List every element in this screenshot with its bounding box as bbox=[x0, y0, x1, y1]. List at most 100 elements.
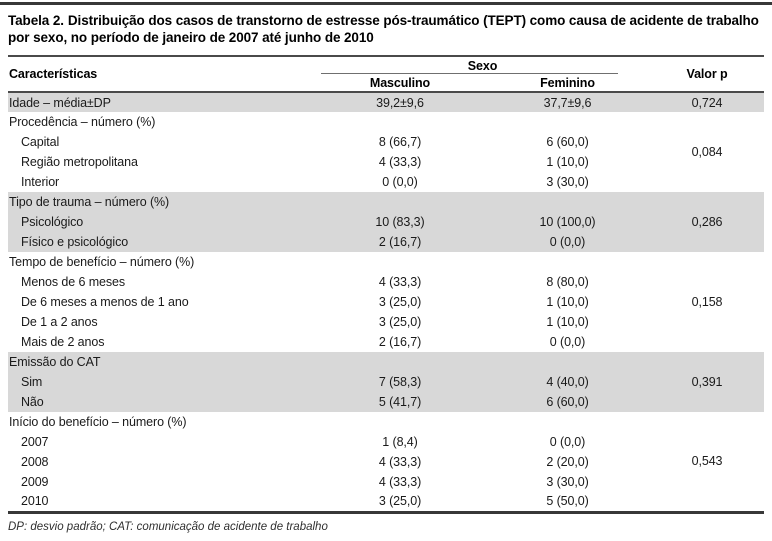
row-label: Mais de 2 anos bbox=[21, 335, 105, 349]
table-body: Idade – média±DP 39,2±9,6 37,7±9,6 0,724 Pro… bbox=[8, 92, 765, 512]
header-male: Masculino bbox=[369, 75, 431, 90]
row-label: Capital bbox=[21, 135, 60, 149]
female-value: 3 (30,0) bbox=[546, 175, 589, 189]
row-label: Físico e psicológico bbox=[8, 232, 315, 252]
header-p-value: Valor p bbox=[686, 67, 728, 81]
male-value: 3 (25,0) bbox=[378, 315, 422, 329]
female-value: 1 (10,0) bbox=[546, 295, 589, 309]
table-row: De 1 a 2 anos 3 (25,0) 1 (10,0) bbox=[8, 312, 764, 332]
female-value: 6 (60,0) bbox=[546, 135, 589, 149]
table-header: Características Sexo Valor p Masculino F… bbox=[8, 56, 765, 92]
row-label: Não bbox=[8, 392, 315, 412]
p-value: 0,084 bbox=[691, 145, 723, 159]
row-label: 2009 bbox=[21, 475, 49, 489]
header-characteristics: Características bbox=[9, 67, 98, 81]
male-value: 3 (25,0) bbox=[378, 295, 422, 309]
table-row: Início do benefício – número (%) 0,543 bbox=[8, 412, 764, 468]
female-value: 0 (0,0) bbox=[549, 335, 586, 349]
female-value: 6 (60,0) bbox=[485, 392, 651, 412]
female-value: 0 (0,0) bbox=[485, 232, 651, 252]
row-label: Tempo de benefício – número (%) bbox=[9, 255, 195, 269]
female-value: 8 (80,0) bbox=[546, 275, 589, 289]
male-value: 2 (16,7) bbox=[378, 335, 422, 349]
female-value: 37,7±9,6 bbox=[485, 92, 651, 112]
p-value: 0,158 bbox=[691, 295, 723, 309]
female-value: 2 (20,0) bbox=[546, 455, 589, 469]
male-value: 10 (83,3) bbox=[315, 212, 485, 232]
row-label: Idade – média±DP bbox=[8, 92, 315, 112]
female-value: 1 (10,0) bbox=[546, 155, 589, 169]
row-label: Menos de 6 meses bbox=[21, 275, 126, 289]
male-value bbox=[315, 192, 485, 212]
male-value: 2 (16,7) bbox=[315, 232, 485, 252]
row-label: Região metropolitana bbox=[21, 155, 138, 169]
table-row: 2010 3 (25,0) 5 (50,0) bbox=[8, 492, 764, 512]
table-row: Idade – média±DP 39,2±9,6 37,7±9,6 0,724 bbox=[8, 92, 765, 112]
row-label: Tipo de trauma – número (%) bbox=[8, 192, 315, 212]
header-sex-group: Sexo bbox=[315, 56, 650, 74]
male-value: 0 (0,0) bbox=[382, 175, 418, 189]
male-value bbox=[315, 252, 485, 272]
table-row: Físico e psicológico 2 (16,7) 0 (0,0) bbox=[8, 232, 764, 252]
p-value: 0,286 bbox=[650, 192, 765, 252]
male-value: 8 (66,7) bbox=[378, 135, 422, 149]
male-value: 1 (8,4) bbox=[382, 435, 418, 449]
female-value: 0 (0,0) bbox=[549, 435, 586, 449]
table-row: Não 5 (41,7) 6 (60,0) bbox=[8, 392, 764, 412]
female-value: 1 (10,0) bbox=[546, 315, 589, 329]
table-title-label: Tabela 2. bbox=[8, 13, 64, 28]
row-label: Psicológico bbox=[8, 212, 315, 232]
row-label: De 1 a 2 anos bbox=[21, 315, 98, 329]
row-label: Procedência – número (%) bbox=[9, 115, 156, 129]
table-title: Tabela 2. Distribuição dos casos de trans… bbox=[8, 12, 764, 46]
row-label: 2010 bbox=[21, 494, 49, 509]
table-footnote: DP: desvio padrão; CAT: comunicação de a… bbox=[8, 520, 328, 533]
row-label: Interior bbox=[21, 175, 60, 189]
table-row: Procedência – número (%) 0,084 bbox=[8, 112, 764, 159]
female-value bbox=[485, 252, 650, 272]
male-value: 7 (58,3) bbox=[315, 372, 485, 392]
table-row: Tempo de benefício – número (%) 0,158 bbox=[8, 252, 764, 309]
female-value: 5 (50,0) bbox=[546, 494, 589, 509]
p-value: 0,543 bbox=[691, 454, 723, 469]
female-value: 3 (30,0) bbox=[546, 475, 589, 489]
male-value: 3 (25,0) bbox=[378, 494, 422, 509]
female-value bbox=[485, 112, 650, 132]
row-label: Sim bbox=[8, 372, 315, 392]
male-value: 4 (33,3) bbox=[378, 475, 422, 489]
female-value: 4 (40,0) bbox=[485, 372, 651, 392]
male-value: 4 (33,3) bbox=[378, 275, 422, 289]
table-row: Sim 7 (58,3) 4 (40,0) bbox=[8, 372, 764, 392]
female-value: 10 (100,0) bbox=[485, 212, 651, 232]
male-value: 4 (33,3) bbox=[378, 155, 422, 169]
row-label: Emissão do CAT bbox=[8, 352, 315, 372]
table-row: Capital 8 (66,7) 6 (60,0) bbox=[8, 132, 764, 152]
table-row: Menos de 6 meses 4 (33,3) 8 (80,0) bbox=[8, 272, 764, 292]
male-value: 4 (33,3) bbox=[378, 455, 422, 469]
page-top-rule bbox=[0, 2, 772, 5]
table-row: Interior 0 (0,0) 3 (30,0) bbox=[8, 172, 764, 192]
p-value: 0,391 bbox=[650, 352, 765, 412]
row-label: Início do benefício – número (%) bbox=[9, 415, 187, 429]
p-value: 0,724 bbox=[650, 92, 765, 112]
male-value: 39,2±9,6 bbox=[315, 92, 485, 112]
male-value: 5 (41,7) bbox=[315, 392, 485, 412]
table-figure: Tabela 2. Distribuição dos casos de trans… bbox=[0, 12, 772, 534]
male-value bbox=[315, 112, 485, 132]
row-label: 2008 bbox=[21, 455, 49, 469]
table-row: Emissão do CAT 0,391 bbox=[8, 352, 765, 412]
table-row: Região metropolitana 4 (33,3) 1 (10,0) bbox=[8, 152, 764, 172]
table-row: 2007 1 (8,4) 0 (0,0) bbox=[8, 432, 764, 452]
tept-table: Características Sexo Valor p Masculino F… bbox=[8, 55, 765, 514]
header-female: Feminino bbox=[540, 75, 595, 90]
table-row: 2009 4 (33,3) 3 (30,0) bbox=[8, 472, 764, 492]
table-row: Psicológico 10 (83,3) 10 (100,0) bbox=[8, 212, 764, 232]
female-value bbox=[485, 412, 650, 432]
table-row: De 6 meses a menos de 1 ano 3 (25,0) 1 (10… bbox=[8, 292, 764, 312]
male-value bbox=[315, 352, 485, 372]
table-row: Tipo de trauma – número (%) 0,286 bbox=[8, 192, 765, 252]
male-value bbox=[315, 412, 485, 432]
female-value bbox=[485, 352, 651, 372]
table-row: Mais de 2 anos 2 (16,7) 0 (0,0) bbox=[8, 332, 764, 352]
row-label: 2007 bbox=[21, 435, 49, 449]
